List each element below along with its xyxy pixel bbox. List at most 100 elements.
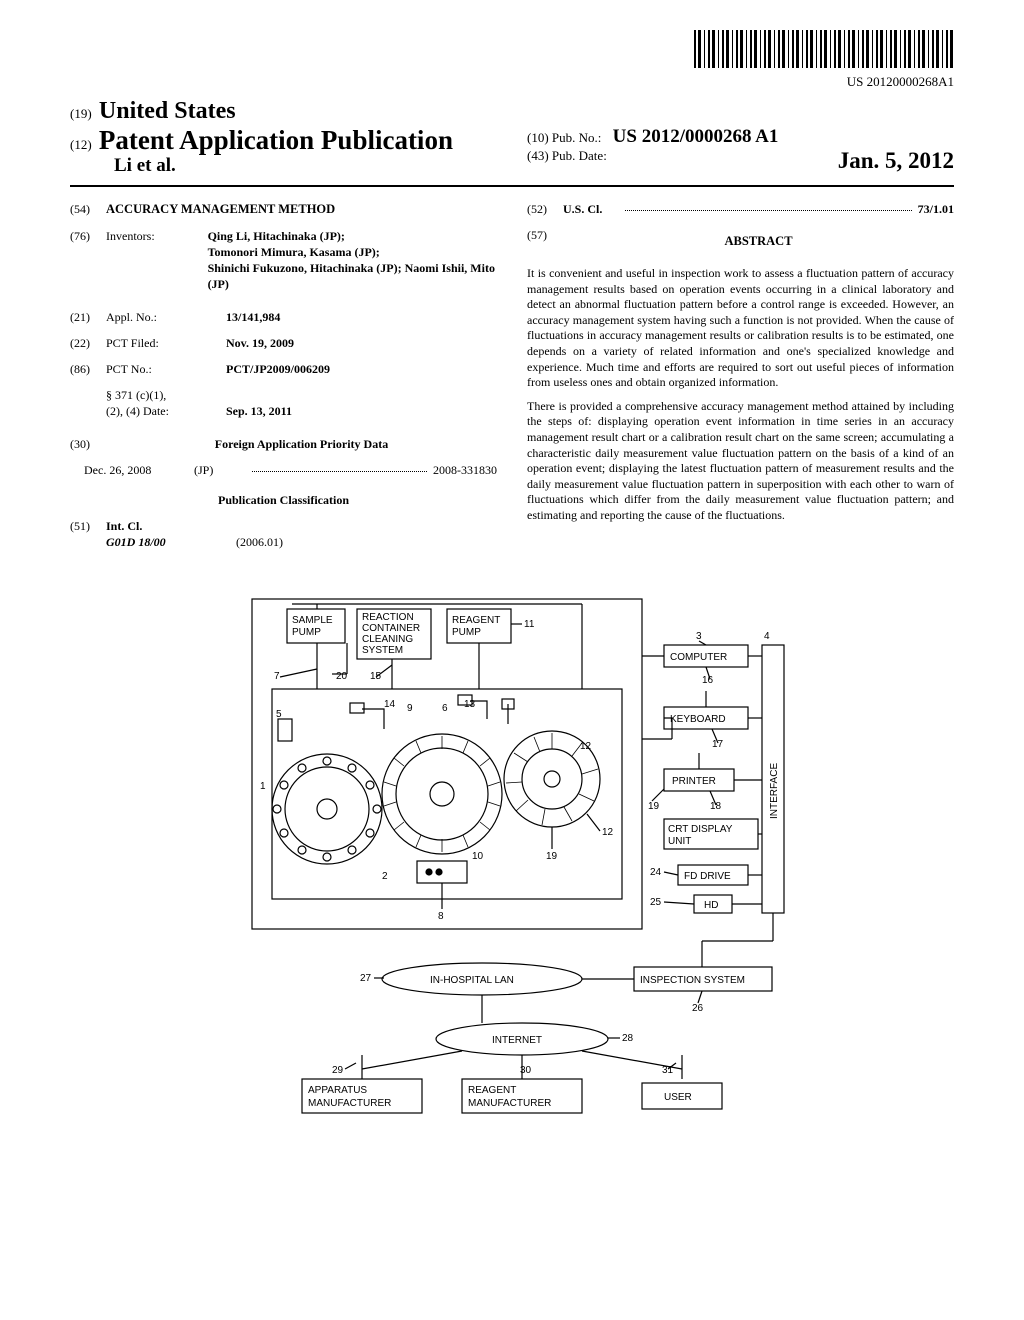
pct-no-row: (86) PCT No.: PCT/JP2009/006209 (70, 361, 497, 377)
lead-9: 9 (407, 703, 413, 714)
lead-16: 16 (702, 675, 714, 686)
abstract-heading: ABSTRACT (563, 233, 954, 250)
fig-insp: INSPECTION SYSTEM (640, 975, 745, 986)
lead-1: 1 (260, 781, 266, 792)
fig-reaction-l2: CONTAINER (362, 623, 420, 634)
foreign-priority-heading: Foreign Application Priority Data (106, 436, 497, 452)
header-right: (10) Pub. No.: US 2012/0000268 A1 (43) P… (497, 98, 954, 177)
fig-rgt-mfr-l1: REAGENT (468, 1085, 516, 1096)
inventors-row: (76) Inventors: Qing Li, Hitachinaka (JP… (70, 228, 497, 293)
tag-10: (10) (527, 130, 549, 145)
fig-internet: INTERNET (492, 1035, 542, 1046)
invention-title: ACCURACY MANAGEMENT METHOD (106, 201, 335, 218)
fig-printer: PRINTER (672, 776, 716, 787)
fig-reaction-l1: REACTION (362, 612, 414, 623)
lead-19b: 19 (648, 801, 660, 812)
figure-svg: SAMPLE PUMP REACTION CONTAINER CLEANING … (232, 579, 792, 1139)
lead-12b: 12 (602, 827, 614, 838)
inventors-list: Qing Li, Hitachinaka (JP); Tomonori Mimu… (208, 228, 497, 293)
fig-reaction-l4: SYSTEM (362, 645, 403, 656)
pub-no-label: Pub. No.: (552, 130, 601, 145)
fig-user: USER (664, 1092, 692, 1103)
int-cl-year: (2006.01) (236, 534, 283, 550)
priority-data-row: Dec. 26, 2008 (JP) 2008-331830 (70, 462, 497, 478)
appl-no-label: Appl. No.: (106, 309, 226, 325)
fig-crt-l1: CRT DISPLAY (668, 824, 733, 835)
tag-19: (19) (70, 106, 92, 121)
abstract-para-1: It is convenient and useful in inspectio… (527, 266, 954, 391)
s371-date: Sep. 13, 2011 (226, 403, 292, 419)
lead-13: 13 (464, 699, 476, 710)
title-row: (54) ACCURACY MANAGEMENT METHOD (70, 201, 497, 218)
s371-line1: § 371 (c)(1), (106, 387, 292, 403)
tag-12: (12) (70, 137, 92, 152)
lead-24: 24 (650, 867, 662, 878)
pct-filed-row: (22) PCT Filed: Nov. 19, 2009 (70, 335, 497, 351)
int-cl-code-row: G01D 18/00 (2006.01) (106, 534, 283, 550)
abstract-heading-row: (57) ABSTRACT (527, 227, 954, 256)
int-cl-label: Int. Cl. (106, 518, 283, 534)
lead-29: 29 (332, 1065, 344, 1076)
pub-no-line: (10) Pub. No.: US 2012/0000268 A1 (527, 126, 954, 148)
us-cl-row: (52) U.S. Cl. 73/1.01 (527, 201, 954, 217)
lead-3: 3 (696, 631, 702, 642)
fig-fd: FD DRIVE (684, 871, 731, 882)
fig-reagent-pump-l1: REAGENT (452, 615, 500, 626)
lead-7: 7 (274, 671, 280, 682)
tag-30: (30) (70, 436, 106, 452)
fig-keyboard: KEYBOARD (670, 714, 726, 725)
priority-country: (JP) (194, 462, 246, 478)
fig-crt-l2: UNIT (668, 836, 691, 847)
tag-76: (76) (70, 228, 106, 293)
lead-20: 20 (336, 671, 348, 682)
header-divider (70, 185, 954, 187)
pct-no-label: PCT No.: (106, 361, 226, 377)
fig-reaction-l3: CLEANING (362, 634, 413, 645)
lead-17: 17 (712, 739, 724, 750)
inventor-name-3: Naomi Ishii (405, 261, 465, 275)
barcode-number: US 20120000268A1 (70, 74, 954, 90)
fig-interface: INTERFACE (769, 762, 780, 818)
right-column: (52) U.S. Cl. 73/1.01 (57) ABSTRACT It i… (527, 201, 954, 561)
tag-52: (52) (527, 201, 563, 217)
fig-sample-pump-l2: PUMP (292, 627, 321, 638)
country-name: United States (99, 98, 236, 124)
lead-10: 10 (472, 851, 484, 862)
lead-18: 18 (710, 801, 722, 812)
pct-filed-value: Nov. 19, 2009 (226, 335, 294, 351)
lead-19a: 19 (546, 851, 558, 862)
header: (19) United States (12) Patent Applicati… (70, 98, 954, 177)
barcode-region (70, 30, 954, 72)
header-left: (19) United States (12) Patent Applicati… (70, 98, 497, 177)
fig-hd: HD (704, 900, 718, 911)
lead-14: 14 (384, 699, 396, 710)
pub-no-value: US 2012/0000268 A1 (613, 126, 779, 147)
lead-5: 5 (276, 709, 282, 720)
pub-date-line: (43) Pub. Date: Jan. 5, 2012 (527, 148, 954, 164)
biblio-columns: (54) ACCURACY MANAGEMENT METHOD (76) Inv… (70, 201, 954, 561)
lead-8: 8 (438, 911, 444, 922)
inventor-loc-2: , Hitachinaka (JP); (304, 261, 405, 275)
pct-no-value: PCT/JP2009/006209 (226, 361, 330, 377)
pub-date-value: Jan. 5, 2012 (838, 148, 954, 174)
lead-12: 12 (580, 741, 592, 752)
fig-sample-pump-l1: SAMPLE (292, 615, 333, 626)
pub-classification-heading: Publication Classification (70, 492, 497, 508)
lead-25: 25 (650, 897, 662, 908)
abstract-body: It is convenient and useful in inspectio… (527, 266, 954, 524)
lead-26: 26 (692, 1003, 704, 1014)
figure-region: SAMPLE PUMP REACTION CONTAINER CLEANING … (70, 579, 954, 1143)
fig-reagent-pump-l2: PUMP (452, 627, 481, 638)
s371-line2: (2), (4) Date: (106, 403, 226, 419)
inventor-name-2: Shinichi Fukuzono (208, 261, 304, 275)
tag-51: (51) (70, 518, 106, 550)
foreign-heading-row: (30) Foreign Application Priority Data (70, 436, 497, 452)
fig-app-mfr-l1: APPARATUS (308, 1085, 367, 1096)
s371-blank (70, 387, 106, 419)
fig-rgt-mfr-l2: MANUFACTURER (468, 1098, 551, 1109)
left-column: (54) ACCURACY MANAGEMENT METHOD (76) Inv… (70, 201, 497, 561)
tag-21: (21) (70, 309, 106, 325)
inventors-label: Inventors: (106, 228, 190, 293)
inventor-loc-0: , Hitachinaka (JP); (247, 229, 345, 243)
pub-type-line: (12) Patent Application Publication (70, 125, 497, 156)
